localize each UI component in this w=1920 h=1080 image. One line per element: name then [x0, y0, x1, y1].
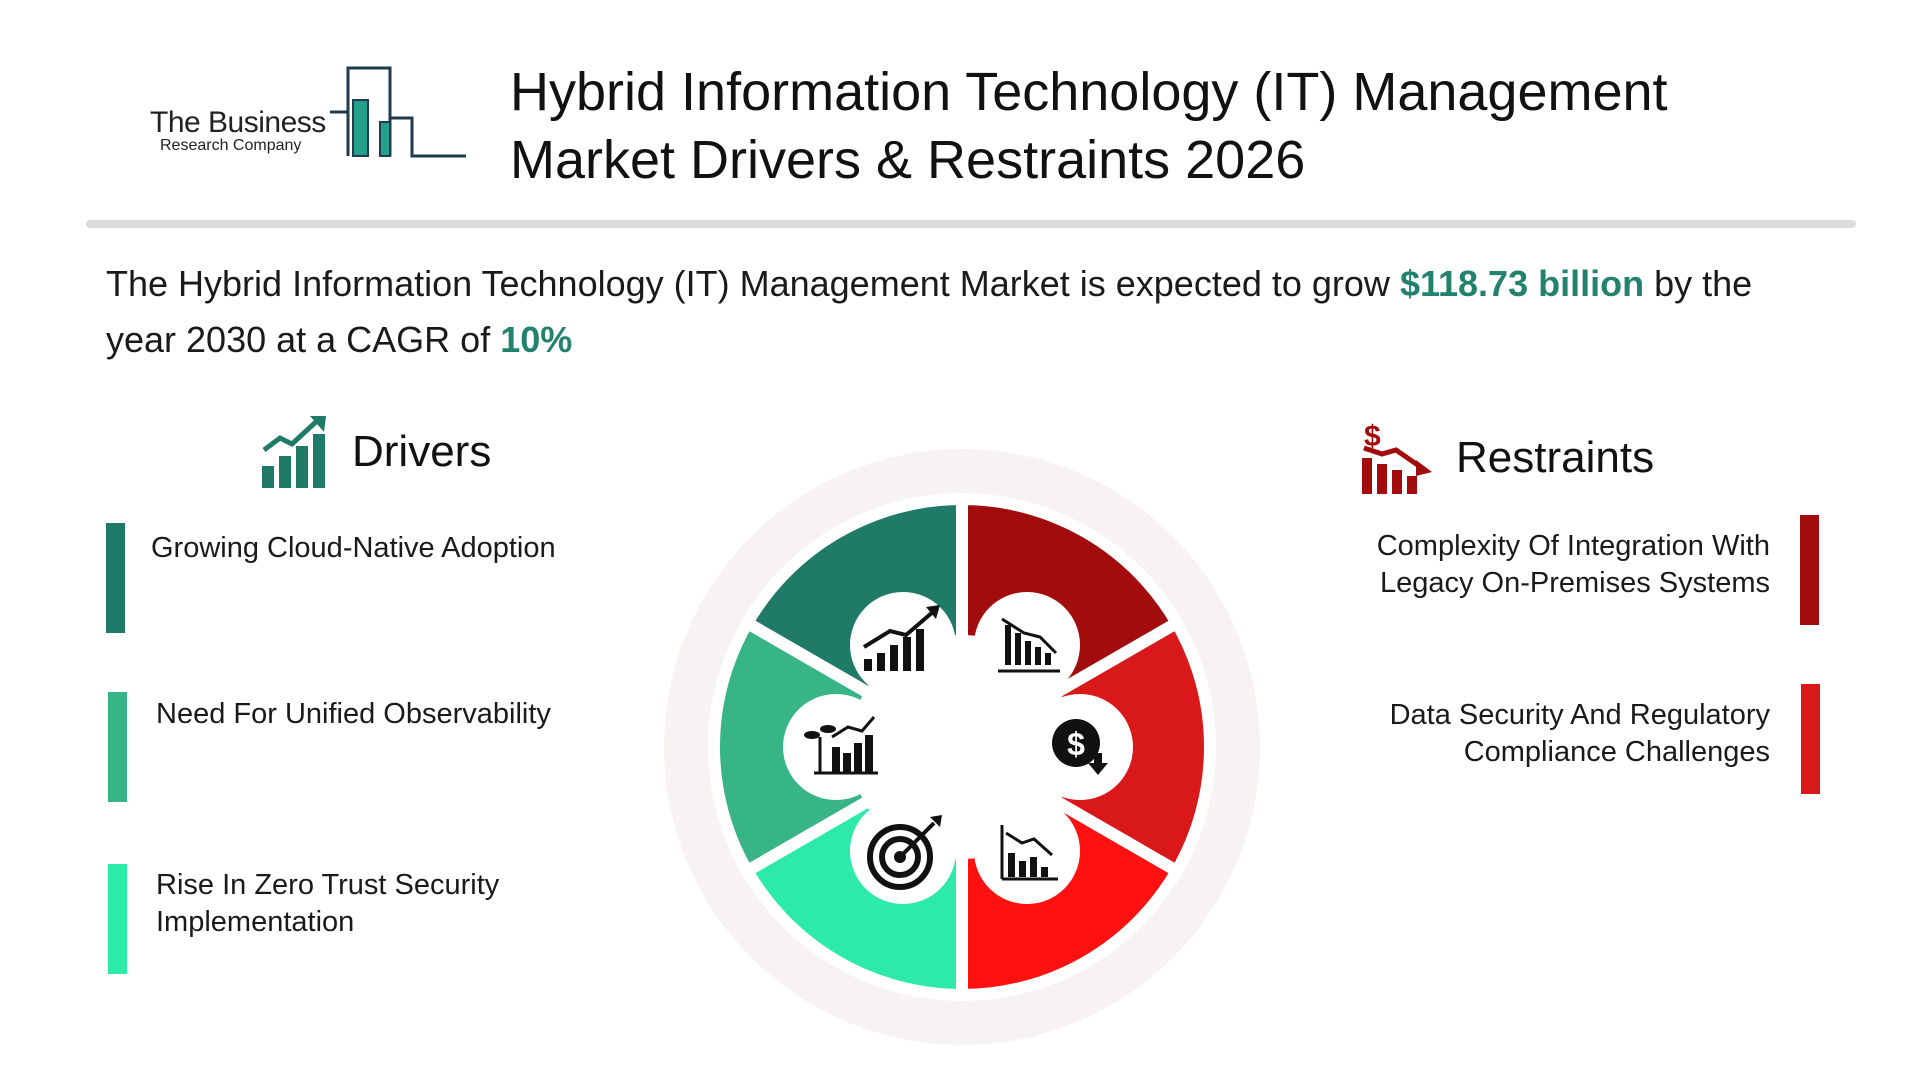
driver-2-text: Need For Unified Observability [156, 698, 551, 730]
summary-amount: $118.73 billion [1399, 263, 1645, 304]
svg-text:$: $ [1364, 420, 1381, 453]
drivers-heading-label: Drivers [352, 427, 492, 476]
summary-middle: by the year 2030 at a CAGR of [106, 263, 1753, 360]
page-title-line1: Hybrid Information Technology (IT) Manag… [510, 62, 1668, 122]
summary-prefix: The Hybrid Information Technology (IT) M… [106, 263, 1390, 304]
growth-chart-icon [262, 416, 326, 488]
logo-text-primary: The Business [150, 106, 326, 139]
driver-2-bar [108, 692, 127, 802]
downtrend-chart-icon [974, 798, 1080, 904]
logo-text-secondary: Research Company [160, 137, 302, 154]
restraint-1-bar [1800, 515, 1819, 625]
market-summary: The Hybrid Information Technology (IT) M… [106, 256, 1826, 368]
dollar-decline-chart-icon: $ [1362, 420, 1432, 494]
rising-bar-chart-icon [850, 592, 956, 698]
logo-buildings-icon [330, 66, 466, 158]
restraint-1-text: Complexity Of Integration With Legacy On… [1376, 530, 1770, 599]
drivers-restraints-wheel: $ [664, 449, 1260, 1045]
declining-bar-chart-icon [974, 592, 1080, 698]
driver-3-bar [108, 864, 127, 974]
plant-growth-chart-icon [783, 694, 889, 800]
page-title-line2: Market Drivers & Restraints 2026 [510, 130, 1306, 190]
restraints-heading-label: Restraints [1456, 433, 1655, 482]
driver-3-text: Rise In Zero Trust Security Implementati… [156, 869, 500, 938]
dollar-down-icon: $ [1027, 694, 1133, 800]
svg-text:$: $ [1067, 726, 1085, 762]
drivers-heading: Drivers [260, 414, 491, 490]
summary-cagr: 10% [500, 319, 573, 360]
restraint-2-text: Data Security And Regulatory Compliance … [1389, 699, 1770, 768]
header-divider [86, 220, 1856, 228]
target-arrow-icon [850, 798, 956, 904]
page-title: Hybrid Information Technology (IT) Manag… [510, 58, 1850, 194]
restraint-2-bar [1801, 684, 1820, 794]
restraints-heading: $ Restraints [1360, 420, 1654, 496]
driver-1-bar [106, 523, 125, 633]
company-logo: The Business Research Company [148, 62, 468, 172]
driver-1-text: Growing Cloud-Native Adoption [151, 532, 556, 564]
